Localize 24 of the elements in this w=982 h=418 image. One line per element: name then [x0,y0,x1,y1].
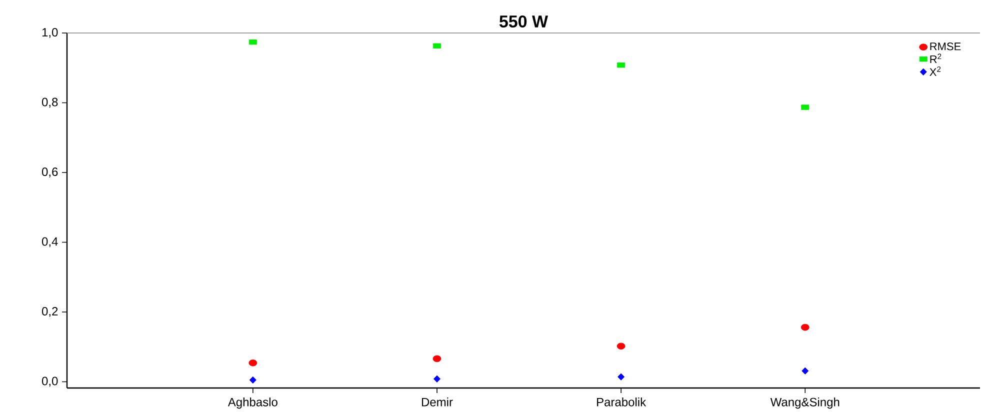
x-tick-label: Demir [422,398,453,406]
point [249,376,256,384]
point [616,342,626,350]
point [248,39,257,45]
x-tick-label: Parabolik [597,398,646,406]
y-tick-label: 0,8 [42,98,58,108]
y-tick-label: 1,0 [42,28,58,38]
point [248,360,258,366]
y-tick-label: 0,6 [42,168,58,178]
chart-title: 550 W [499,15,548,28]
x-tick-label: Aghbaslo [228,398,278,409]
y-tick-label: 0,2 [42,307,58,317]
legend-label: R$^{2}$ [930,54,942,63]
legend-label: RMSE [930,42,961,50]
x-tick-label: Wang&Singh [770,398,840,409]
point [618,373,625,380]
point [617,62,626,68]
legend-label: X$^{2}$ [930,66,941,76]
y-tick-label: 0,0 [42,376,58,387]
y-tick-label: 0,4 [42,237,58,248]
point [800,324,810,331]
point [432,355,442,362]
point [802,367,809,374]
point [433,375,440,383]
